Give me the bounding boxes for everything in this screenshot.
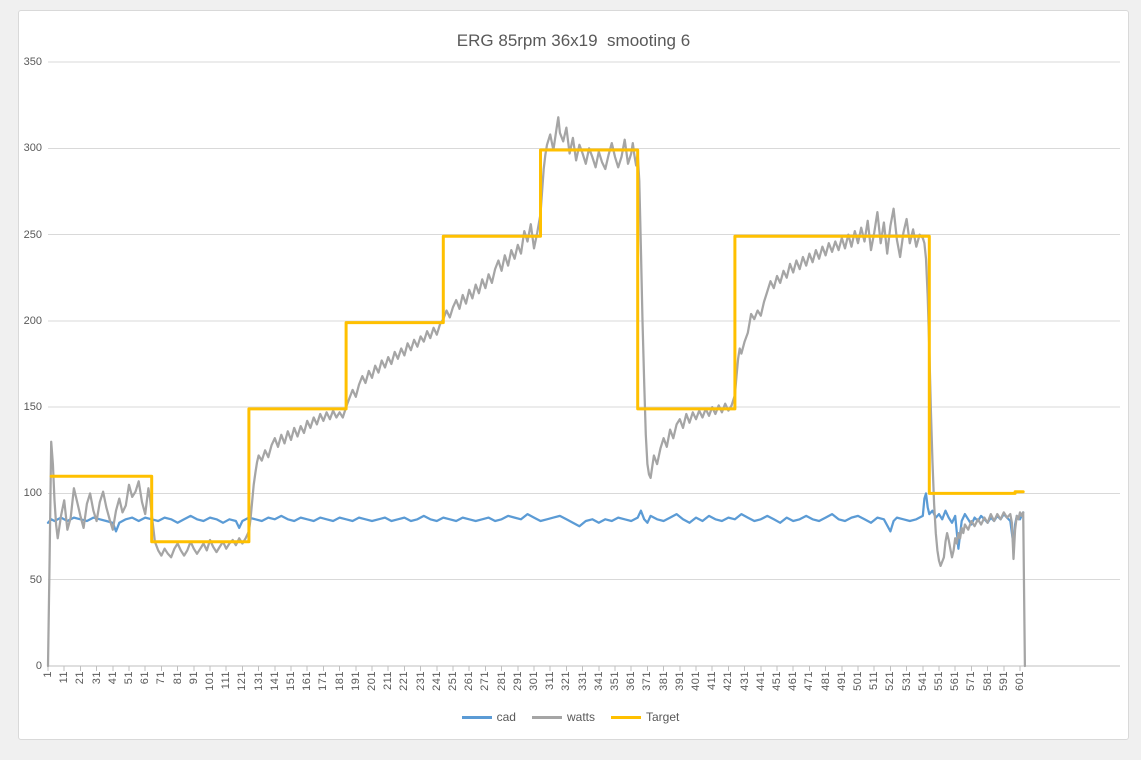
x-axis-label: 481 bbox=[819, 671, 832, 691]
legend-item-watts[interactable]: watts bbox=[531, 710, 595, 724]
legend-label: watts bbox=[566, 710, 595, 724]
x-axis-label: 221 bbox=[398, 671, 411, 691]
x-axis-label: 311 bbox=[544, 671, 557, 691]
x-axis-label: 341 bbox=[592, 671, 605, 691]
y-axis-label: 150 bbox=[23, 401, 42, 414]
x-axis-label: 591 bbox=[997, 671, 1010, 691]
x-axis-label: 31 bbox=[90, 671, 103, 685]
chart-title[interactable]: ERG 85rpm 36x19 smooting 6 bbox=[456, 31, 691, 50]
x-axis-label: 431 bbox=[738, 671, 751, 691]
x-axis-label: 261 bbox=[463, 671, 476, 691]
x-axis-label: 251 bbox=[447, 671, 459, 691]
legend-label: cad bbox=[496, 710, 516, 724]
x-axis-label: 191 bbox=[349, 671, 362, 691]
legend-swatch-watts bbox=[531, 715, 562, 719]
x-axis-label: 381 bbox=[657, 671, 670, 691]
x-axis-label: 391 bbox=[673, 671, 686, 691]
x-axis-label: 451 bbox=[771, 671, 783, 691]
x-axis-label: 411 bbox=[706, 671, 719, 691]
x-axis-label: 361 bbox=[625, 671, 638, 691]
legend-item-cad[interactable]: cad bbox=[461, 710, 516, 724]
x-axis-label: 301 bbox=[528, 671, 540, 691]
x-axis-label: 231 bbox=[414, 671, 427, 691]
x-axis-label: 51 bbox=[123, 671, 135, 685]
x-axis-label: 181 bbox=[333, 671, 346, 691]
x-axis-label: 291 bbox=[511, 671, 524, 691]
y-axis-label: 50 bbox=[29, 573, 42, 586]
y-axis-label: 200 bbox=[23, 314, 42, 327]
x-axis-label: 371 bbox=[641, 671, 654, 691]
x-axis-label: 441 bbox=[754, 671, 767, 691]
x-axis-label: 511 bbox=[868, 671, 881, 691]
series-line-cad[interactable] bbox=[46, 492, 1025, 550]
x-axis-label: 241 bbox=[430, 671, 443, 691]
x-axis-label: 321 bbox=[560, 671, 573, 691]
x-axis-label: 531 bbox=[900, 671, 913, 691]
x-axis-label: 501 bbox=[852, 671, 864, 691]
x-axis-label: 521 bbox=[884, 671, 897, 691]
y-axis-label: 0 bbox=[35, 660, 42, 672]
x-axis-label: 91 bbox=[187, 671, 200, 685]
y-axis-label: 350 bbox=[23, 56, 42, 68]
x-axis-label: 461 bbox=[787, 671, 800, 691]
x-axis-label: 471 bbox=[803, 671, 816, 691]
x-axis-label: 281 bbox=[495, 671, 508, 691]
x-axis-label: 401 bbox=[690, 671, 702, 691]
y-axis-label: 300 bbox=[23, 142, 42, 155]
x-axis-label: 41 bbox=[106, 671, 119, 685]
series-line-watts[interactable] bbox=[46, 116, 1027, 668]
x-axis-label: 11 bbox=[58, 671, 71, 684]
chart-area[interactable]: ERG 85rpm 36x19 smooting 6 bbox=[18, 10, 1129, 740]
x-axis-label: 421 bbox=[722, 671, 735, 691]
x-axis-label: 131 bbox=[252, 671, 265, 691]
y-axis-label: 250 bbox=[23, 228, 42, 241]
x-axis-label: 561 bbox=[949, 671, 962, 691]
x-axis-label: 111 bbox=[220, 671, 233, 690]
x-axis-label: 61 bbox=[139, 671, 152, 685]
x-axis-label: 151 bbox=[285, 671, 297, 691]
x-axis-label: 161 bbox=[301, 671, 314, 691]
x-axis-label: 141 bbox=[268, 671, 281, 691]
legend: cad watts Target bbox=[0, 710, 1141, 724]
x-axis-label: 211 bbox=[382, 671, 395, 691]
x-axis-label: 101 bbox=[204, 671, 216, 691]
x-axis-label: 351 bbox=[609, 671, 621, 691]
x-axis-label: 271 bbox=[479, 671, 492, 691]
x-axis-label: 21 bbox=[74, 671, 87, 685]
x-axis-label: 491 bbox=[835, 671, 848, 691]
x-axis-label: 81 bbox=[171, 671, 184, 685]
x-axis-label: 121 bbox=[236, 671, 249, 691]
x-axis-label: 571 bbox=[965, 671, 978, 691]
x-axis-label: 171 bbox=[317, 671, 330, 691]
x-axis-label: 551 bbox=[933, 671, 945, 691]
legend-item-target[interactable]: Target bbox=[611, 710, 679, 724]
x-axis-label: 601 bbox=[1014, 671, 1026, 691]
x-axis-label: 71 bbox=[155, 671, 168, 685]
x-axis-label: 581 bbox=[981, 671, 994, 691]
legend-swatch-target bbox=[611, 715, 641, 719]
x-axis-label: 1 bbox=[42, 671, 54, 678]
legend-label: Target bbox=[646, 710, 680, 724]
x-axis-label: 331 bbox=[576, 671, 589, 691]
x-axis-label: 201 bbox=[366, 671, 378, 691]
x-axis-label: 541 bbox=[916, 671, 929, 691]
series-line-target[interactable] bbox=[49, 148, 1025, 544]
legend-swatch-cad bbox=[461, 715, 492, 719]
y-axis-label: 100 bbox=[23, 487, 42, 500]
